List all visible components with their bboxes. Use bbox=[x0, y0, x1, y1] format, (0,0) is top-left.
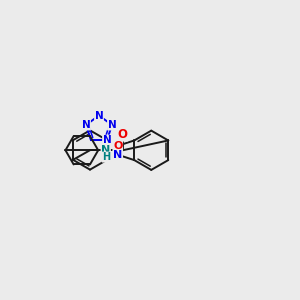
Text: N: N bbox=[108, 120, 116, 130]
Text: N: N bbox=[103, 135, 111, 145]
Text: O: O bbox=[113, 141, 122, 151]
Text: N: N bbox=[82, 120, 90, 130]
Text: N: N bbox=[113, 150, 122, 160]
Text: N: N bbox=[101, 145, 110, 155]
Text: H: H bbox=[102, 152, 110, 162]
Text: N: N bbox=[94, 110, 103, 121]
Text: O: O bbox=[118, 128, 128, 141]
